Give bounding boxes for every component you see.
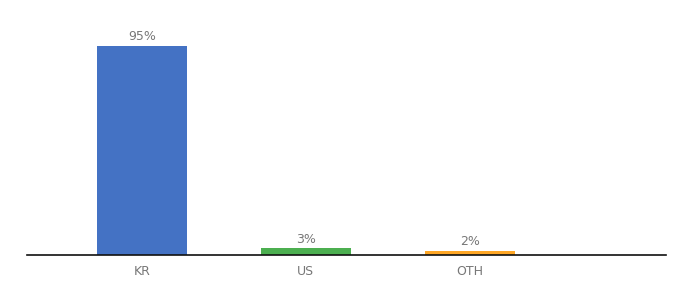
Text: 95%: 95% [128, 30, 156, 44]
Text: 3%: 3% [296, 233, 316, 246]
Bar [260, 248, 351, 255]
Bar [97, 46, 187, 255]
Bar [424, 250, 515, 255]
Text: 2%: 2% [460, 235, 479, 248]
